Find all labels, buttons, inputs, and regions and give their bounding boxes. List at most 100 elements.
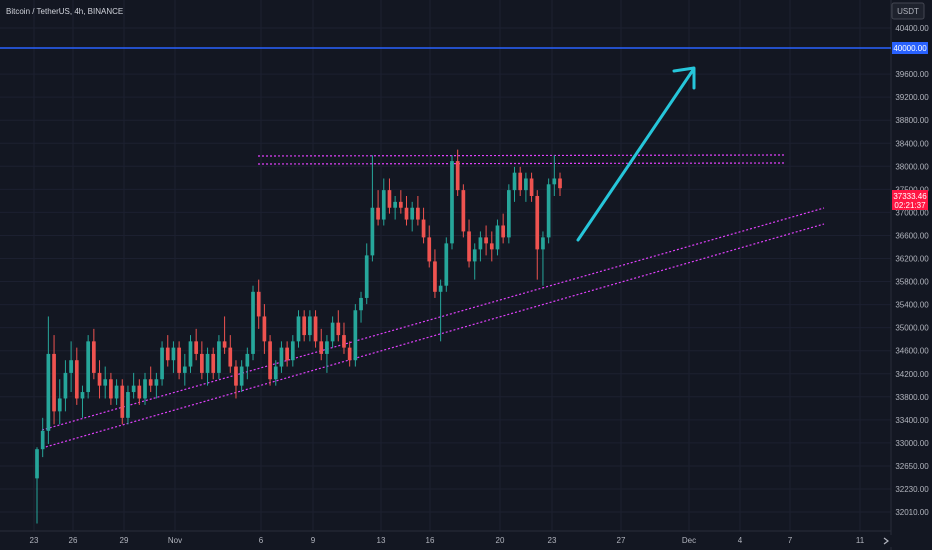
- candle: [398, 190, 403, 214]
- drawn-trendlines[interactable]: [41, 154, 825, 449]
- projection-arrow-shaft[interactable]: [576, 68, 695, 242]
- goto-realtime-button[interactable]: [880, 535, 892, 547]
- candle-body: [296, 316, 301, 342]
- y-tick-label: 33800.00: [895, 393, 929, 402]
- candle: [114, 379, 119, 405]
- candle: [86, 335, 91, 399]
- last-price-tag: 37333.46 02:21:37: [892, 190, 928, 210]
- x-tick-label: 11: [856, 536, 865, 545]
- ascending-support-line-upper[interactable]: [41, 207, 825, 431]
- y-tick-label: 36200.00: [895, 255, 929, 264]
- candle-body: [114, 385, 119, 399]
- y-tick-label: 34600.00: [895, 347, 929, 356]
- candle-body: [302, 316, 307, 336]
- candle: [495, 219, 500, 256]
- candle: [234, 360, 238, 399]
- candle: [160, 341, 164, 386]
- x-tick-label: 7: [788, 536, 793, 545]
- candle: [200, 341, 204, 380]
- candle-body: [518, 172, 523, 191]
- candle-body: [194, 341, 199, 354]
- y-tick-label: 35000.00: [895, 324, 929, 333]
- resistance-line-upper[interactable]: [257, 154, 787, 157]
- candle: [353, 304, 358, 367]
- candle-body: [120, 385, 125, 418]
- y-tick-label: 33000.00: [895, 439, 929, 448]
- y-tick-label: 38800.00: [895, 116, 929, 125]
- candle-body: [472, 249, 477, 262]
- candle-body: [46, 353, 51, 431]
- x-axis-labels: 23 26 29 Nov 6 9 13 16 20 23 27 Dec 4 7 11: [30, 536, 865, 545]
- candle: [40, 417, 45, 458]
- candle-body: [512, 172, 517, 191]
- y-tick-label: 38400.00: [895, 139, 929, 148]
- y-tick-label: 32650.00: [895, 462, 929, 471]
- candle-body: [143, 379, 147, 399]
- candle-body: [126, 392, 130, 418]
- candle-body: [398, 201, 403, 208]
- candle-body: [200, 353, 204, 373]
- candle: [541, 231, 545, 286]
- candle-body: [433, 261, 437, 292]
- candle: [262, 304, 267, 354]
- candle: [376, 190, 380, 226]
- candle-body: [308, 316, 312, 336]
- candle: [211, 347, 216, 380]
- currency-button[interactable]: USDT: [891, 2, 925, 20]
- candle-body: [57, 398, 62, 412]
- x-tick-label: 29: [120, 536, 129, 545]
- candle: [46, 316, 51, 444]
- candle: [512, 166, 517, 202]
- candle-body: [273, 366, 278, 380]
- currency-button-frame[interactable]: [891, 2, 925, 20]
- candle: [444, 237, 449, 292]
- candle: [245, 347, 250, 380]
- projection-arrow[interactable]: [576, 66, 696, 242]
- candle: [97, 360, 102, 399]
- candle-body: [228, 347, 233, 367]
- candle: [296, 310, 301, 348]
- resistance-line-lower[interactable]: [257, 162, 787, 165]
- candle-body: [489, 243, 494, 250]
- key-level-price-tag: 40000.00: [892, 42, 928, 54]
- currency-label[interactable]: USDT: [897, 7, 919, 16]
- candle: [148, 366, 153, 393]
- candle: [80, 385, 85, 418]
- candle-body: [131, 385, 136, 393]
- candle-body: [285, 347, 289, 361]
- candle: [109, 372, 113, 405]
- candle: [558, 172, 562, 196]
- chevron-right-icon[interactable]: [883, 537, 889, 545]
- candle: [228, 335, 233, 373]
- candle-body: [217, 341, 221, 373]
- candle: [143, 372, 147, 405]
- candle: [268, 335, 272, 386]
- candle: [381, 178, 386, 226]
- candle-body: [529, 178, 534, 196]
- ascending-support-line-lower[interactable]: [41, 223, 825, 449]
- candle-body: [495, 225, 500, 250]
- candle: [74, 347, 79, 405]
- candle: [126, 385, 130, 425]
- candle-body: [364, 255, 369, 298]
- candle-body: [524, 178, 528, 191]
- x-tick-label: Dec: [682, 536, 696, 545]
- candle-body: [450, 161, 454, 244]
- candle-body: [353, 310, 358, 361]
- goto-realtime-frame[interactable]: [880, 535, 892, 547]
- candle-body: [245, 353, 250, 367]
- x-tick-label: 20: [496, 536, 505, 545]
- candle: [370, 155, 375, 262]
- x-tick-label: 26: [69, 536, 78, 545]
- candle-body: [165, 347, 170, 361]
- candle-body: [188, 341, 193, 367]
- candle: [137, 379, 142, 405]
- y-tick-label: 32010.00: [895, 508, 929, 517]
- x-tick-label: 27: [617, 536, 626, 545]
- candle: [410, 201, 415, 232]
- candle: [177, 341, 181, 380]
- candle: [472, 243, 477, 280]
- y-tick-label: 36600.00: [895, 231, 929, 240]
- projection-arrowhead[interactable]: [672, 66, 696, 90]
